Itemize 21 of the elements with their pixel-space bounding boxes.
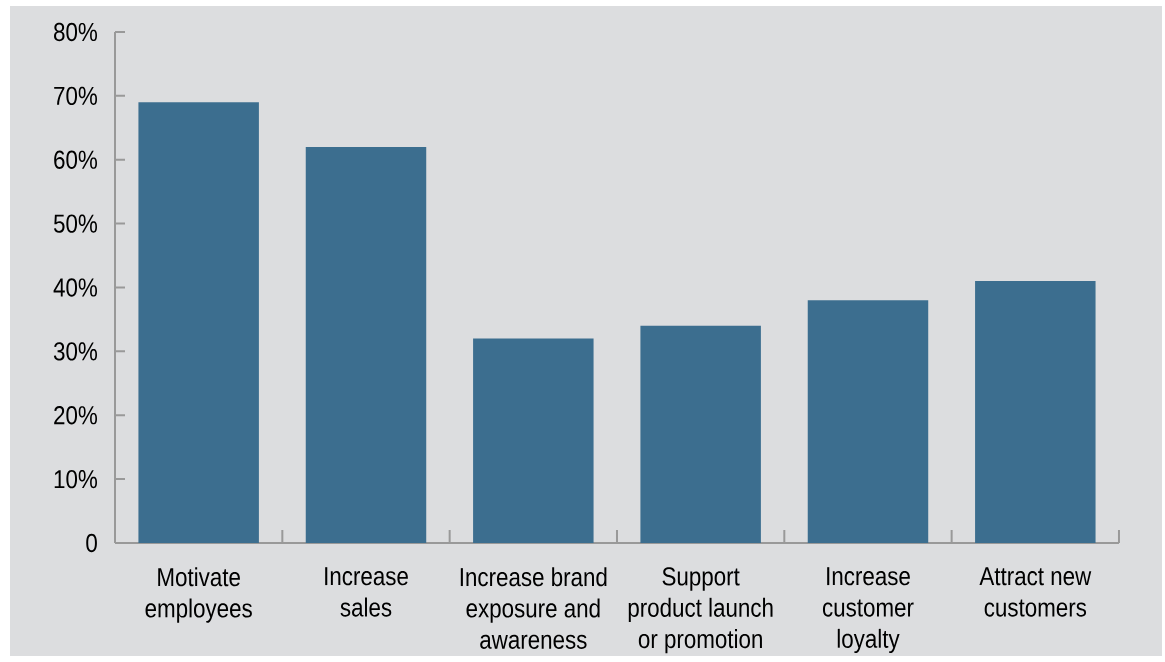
bar: [807, 300, 929, 543]
bar: [473, 338, 594, 543]
bar: [138, 102, 259, 543]
bar: [975, 281, 1096, 543]
x-tick-label: Attract new customers: [979, 567, 1092, 617]
y-tick-label: 10%: [54, 469, 97, 489]
x-tick-label: Motivate employees: [145, 567, 252, 623]
y-tick-label: 30%: [53, 342, 97, 361]
x-tick-label: Support product launch or promotion: [628, 567, 773, 654]
x-tick-label: Increase brand exposure and awareness: [460, 567, 607, 649]
y-tick-label: 0: [86, 533, 97, 553]
y-tick-label: 40%: [53, 278, 97, 297]
y-tick-label: 60%: [54, 150, 97, 169]
bar: [305, 146, 427, 543]
y-tick-label: 50%: [53, 214, 97, 233]
y-tick-label: 70%: [54, 86, 97, 106]
x-tick-label: Increase customer loyalty: [822, 567, 914, 654]
y-tick-label: 20%: [54, 406, 97, 425]
bar: [640, 325, 761, 543]
y-tick-label: 80%: [54, 22, 97, 42]
x-tick-label: Increase sales: [325, 567, 408, 617]
